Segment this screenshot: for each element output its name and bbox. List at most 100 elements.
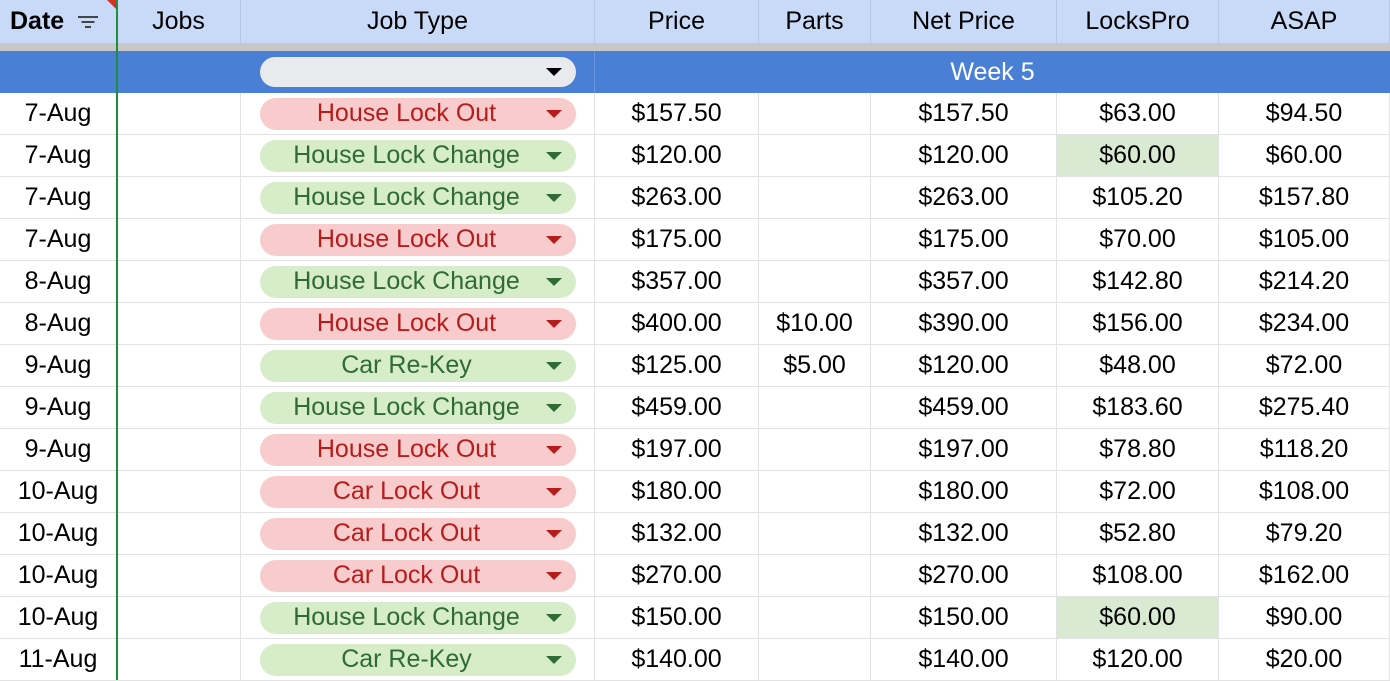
job-type-chip[interactable]: House Lock Out <box>259 97 576 130</box>
chevron-down-icon[interactable] <box>545 319 562 328</box>
job-type-chip[interactable]: Car Lock Out <box>259 475 576 508</box>
header-lockspro[interactable]: LocksPro <box>1057 0 1219 43</box>
job-type-chip[interactable]: House Lock Out <box>259 223 576 256</box>
date-cell[interactable]: 7-Aug <box>0 177 117 219</box>
parts-cell[interactable] <box>759 597 871 639</box>
date-cell[interactable]: 10-Aug <box>0 597 117 639</box>
chevron-down-icon[interactable] <box>545 655 562 664</box>
chevron-down-icon[interactable] <box>545 235 562 244</box>
job-type-cell[interactable]: House Lock Change <box>241 387 595 429</box>
price-cell[interactable]: $263.00 <box>595 177 759 219</box>
asap-cell[interactable]: $94.50 <box>1219 93 1390 135</box>
jobs-cell[interactable] <box>117 471 241 513</box>
lockspro-cell[interactable]: $52.80 <box>1057 513 1219 555</box>
price-cell[interactable]: $197.00 <box>595 429 759 471</box>
job-type-cell[interactable]: House Lock Out <box>241 303 595 345</box>
job-type-cell[interactable]: House Lock Change <box>241 177 595 219</box>
lockspro-cell[interactable]: $48.00 <box>1057 345 1219 387</box>
lockspro-cell[interactable]: $70.00 <box>1057 219 1219 261</box>
price-cell[interactable]: $140.00 <box>595 639 759 681</box>
price-cell[interactable]: $180.00 <box>595 471 759 513</box>
asap-cell[interactable]: $105.00 <box>1219 219 1390 261</box>
date-cell[interactable]: 10-Aug <box>0 513 117 555</box>
lockspro-cell[interactable]: $105.20 <box>1057 177 1219 219</box>
header-parts[interactable]: Parts <box>759 0 871 43</box>
asap-cell[interactable]: $118.20 <box>1219 429 1390 471</box>
date-cell[interactable]: 8-Aug <box>0 303 117 345</box>
net-price-cell[interactable]: $132.00 <box>871 513 1057 555</box>
jobs-cell[interactable] <box>117 177 241 219</box>
chevron-down-icon[interactable] <box>545 445 562 454</box>
net-price-cell[interactable]: $120.00 <box>871 135 1057 177</box>
net-price-cell[interactable]: $270.00 <box>871 555 1057 597</box>
parts-cell[interactable] <box>759 219 871 261</box>
chevron-down-icon[interactable] <box>545 403 562 412</box>
job-type-cell[interactable]: House Lock Out <box>241 429 595 471</box>
chevron-down-icon[interactable] <box>545 151 562 160</box>
date-cell[interactable]: 9-Aug <box>0 429 117 471</box>
chevron-down-icon[interactable] <box>545 487 562 496</box>
job-type-chip[interactable]: House Lock Change <box>259 391 576 424</box>
header-price[interactable]: Price <box>595 0 759 43</box>
price-cell[interactable]: $132.00 <box>595 513 759 555</box>
asap-cell[interactable]: $275.40 <box>1219 387 1390 429</box>
asap-cell[interactable]: $60.00 <box>1219 135 1390 177</box>
job-type-chip[interactable]: Car Lock Out <box>259 559 576 592</box>
job-type-cell[interactable]: House Lock Change <box>241 597 595 639</box>
parts-cell[interactable]: $5.00 <box>759 345 871 387</box>
price-cell[interactable]: $120.00 <box>595 135 759 177</box>
week-label[interactable]: Week 5 <box>950 57 1035 86</box>
job-type-cell[interactable]: House Lock Change <box>241 261 595 303</box>
job-type-chip[interactable]: House Lock Change <box>259 265 576 298</box>
asap-cell[interactable]: $108.00 <box>1219 471 1390 513</box>
job-type-chip[interactable]: Car Re-Key <box>259 349 576 382</box>
parts-cell[interactable] <box>759 513 871 555</box>
jobs-cell[interactable] <box>117 597 241 639</box>
chevron-down-icon[interactable] <box>545 361 562 370</box>
price-cell[interactable]: $125.00 <box>595 345 759 387</box>
date-cell[interactable]: 9-Aug <box>0 387 117 429</box>
job-type-chip[interactable]: House Lock Out <box>259 307 576 340</box>
job-type-chip[interactable]: House Lock Out <box>259 433 576 466</box>
chevron-down-icon[interactable] <box>545 529 562 538</box>
price-cell[interactable]: $150.00 <box>595 597 759 639</box>
price-cell[interactable]: $459.00 <box>595 387 759 429</box>
parts-cell[interactable] <box>759 93 871 135</box>
job-type-chip[interactable]: House Lock Change <box>259 181 576 214</box>
lockspro-cell[interactable]: $142.80 <box>1057 261 1219 303</box>
parts-cell[interactable] <box>759 261 871 303</box>
asap-cell[interactable]: $72.00 <box>1219 345 1390 387</box>
job-type-cell[interactable]: Car Lock Out <box>241 513 595 555</box>
lockspro-cell[interactable]: $63.00 <box>1057 93 1219 135</box>
net-price-cell[interactable]: $150.00 <box>871 597 1057 639</box>
price-cell[interactable]: $400.00 <box>595 303 759 345</box>
chevron-down-icon[interactable] <box>545 613 562 622</box>
header-net-price[interactable]: Net Price <box>871 0 1057 43</box>
price-cell[interactable]: $357.00 <box>595 261 759 303</box>
jobs-cell[interactable] <box>117 219 241 261</box>
jobs-cell[interactable] <box>117 429 241 471</box>
header-job-type[interactable]: Job Type <box>241 0 595 43</box>
asap-cell[interactable]: $79.20 <box>1219 513 1390 555</box>
week-date-cell[interactable] <box>0 51 117 93</box>
job-type-cell[interactable]: House Lock Out <box>241 93 595 135</box>
chevron-down-icon[interactable] <box>545 193 562 202</box>
date-cell[interactable]: 10-Aug <box>0 555 117 597</box>
asap-cell[interactable]: $234.00 <box>1219 303 1390 345</box>
net-price-cell[interactable]: $140.00 <box>871 639 1057 681</box>
job-type-dropdown[interactable] <box>259 57 576 87</box>
net-price-cell[interactable]: $175.00 <box>871 219 1057 261</box>
lockspro-cell[interactable]: $120.00 <box>1057 639 1219 681</box>
job-type-chip[interactable]: House Lock Change <box>259 139 576 172</box>
header-asap[interactable]: ASAP <box>1219 0 1390 43</box>
header-jobs[interactable]: Jobs <box>117 0 241 43</box>
date-cell[interactable]: 9-Aug <box>0 345 117 387</box>
net-price-cell[interactable]: $263.00 <box>871 177 1057 219</box>
lockspro-cell[interactable]: $72.00 <box>1057 471 1219 513</box>
job-type-cell[interactable]: House Lock Change <box>241 135 595 177</box>
price-cell[interactable]: $270.00 <box>595 555 759 597</box>
job-type-cell[interactable]: House Lock Out <box>241 219 595 261</box>
lockspro-cell[interactable]: $108.00 <box>1057 555 1219 597</box>
date-cell[interactable]: 8-Aug <box>0 261 117 303</box>
net-price-cell[interactable]: $120.00 <box>871 345 1057 387</box>
